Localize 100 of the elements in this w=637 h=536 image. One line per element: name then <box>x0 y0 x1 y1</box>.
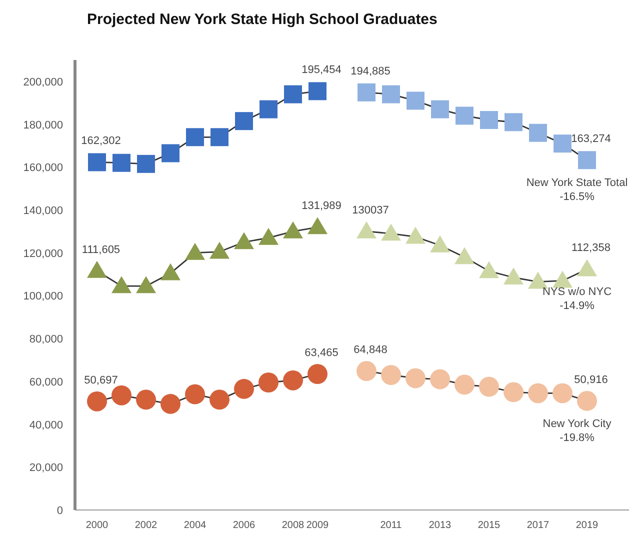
data-label: 130037 <box>352 204 389 216</box>
point <box>454 247 474 264</box>
x-tick-label: 2009 <box>306 520 330 531</box>
annotation: -16.5% <box>560 191 595 204</box>
point <box>431 100 449 118</box>
annotation: -19.8% <box>560 432 595 444</box>
point <box>381 365 401 385</box>
point <box>430 369 450 390</box>
point <box>160 394 180 414</box>
point <box>406 226 426 244</box>
point <box>87 391 107 412</box>
point <box>162 144 180 162</box>
point <box>529 124 547 142</box>
point <box>479 261 499 278</box>
point <box>185 242 205 260</box>
point <box>356 361 376 382</box>
point <box>456 106 474 125</box>
data-label: 112,358 <box>572 242 610 254</box>
y-tick-label: 140,000 <box>23 205 63 217</box>
point <box>356 221 376 238</box>
point <box>358 83 376 102</box>
y-tick-label: 40,000 <box>29 419 63 432</box>
data-label: 162,302 <box>81 135 121 148</box>
point <box>112 154 130 172</box>
point <box>136 390 156 410</box>
y-tick-label: 180,000 <box>23 119 63 132</box>
y-tick-label: 0 <box>56 505 63 517</box>
point <box>479 376 499 397</box>
point <box>578 151 596 170</box>
point <box>528 272 548 289</box>
point <box>112 276 132 294</box>
point <box>454 374 474 395</box>
annotation: -14.9% <box>560 300 595 312</box>
x-tick-label: 2013 <box>428 520 452 531</box>
point <box>382 85 400 104</box>
point <box>87 260 107 278</box>
y-tick-label: 60,000 <box>29 376 63 388</box>
point <box>577 259 597 276</box>
point <box>284 85 302 104</box>
x-tick-label: 2002 <box>134 520 158 531</box>
x-tick-label: 2019 <box>576 520 599 531</box>
point <box>210 390 230 410</box>
point <box>283 221 303 238</box>
data-label: 163,274 <box>571 133 611 146</box>
point <box>552 270 572 288</box>
y-tick-label: 80,000 <box>29 334 63 346</box>
point <box>258 372 278 392</box>
point <box>160 263 180 280</box>
point <box>258 228 278 245</box>
y-tick-label: 20,000 <box>29 462 63 474</box>
y-tick-label: 100,000 <box>23 290 63 303</box>
x-tick-label: 2006 <box>232 520 256 531</box>
point <box>234 232 254 250</box>
point <box>112 385 132 406</box>
point <box>406 368 426 388</box>
point <box>406 92 424 110</box>
point <box>504 382 524 402</box>
data-label: 63,465 <box>304 347 338 360</box>
point <box>234 378 254 399</box>
data-label: 194,885 <box>350 65 390 78</box>
point <box>210 128 228 146</box>
data-label: 50,916 <box>574 374 608 386</box>
y-tick-label: 120,000 <box>23 248 63 260</box>
point <box>552 383 572 404</box>
point <box>528 383 548 404</box>
point <box>308 217 328 234</box>
data-label: 111,605 <box>82 244 120 256</box>
series-label: New York State Total <box>526 177 628 190</box>
data-label: 50,697 <box>84 374 118 386</box>
point <box>88 153 106 172</box>
point <box>186 128 204 146</box>
y-tick-label: 200,000 <box>23 76 63 88</box>
point <box>480 111 498 129</box>
series-label: New York City <box>542 418 612 430</box>
data-label: 131,989 <box>302 200 342 212</box>
point <box>136 276 156 294</box>
x-tick-label: 2015 <box>478 520 501 531</box>
x-tick-label: 2011 <box>380 520 402 531</box>
point <box>283 370 303 390</box>
point <box>235 112 253 130</box>
point <box>554 134 572 153</box>
point <box>504 268 524 284</box>
series-label: NYS w/o NYC <box>542 286 612 298</box>
point <box>381 224 401 241</box>
point <box>210 242 230 259</box>
data-label: 64,848 <box>354 344 388 356</box>
point <box>260 100 278 118</box>
y-tick-label: 160,000 <box>23 162 63 174</box>
x-tick-label: 2000 <box>86 520 109 531</box>
x-tick-label: 2017 <box>526 520 550 531</box>
x-tick-label: 2004 <box>184 520 207 531</box>
point <box>137 154 155 173</box>
point <box>430 235 450 252</box>
point <box>308 82 326 100</box>
point <box>577 390 597 411</box>
chart-title: Projected New York State High School Graduates <box>87 11 438 28</box>
point <box>185 384 205 404</box>
point <box>504 113 522 132</box>
data-label: 195,454 <box>302 64 342 76</box>
x-tick-label: 2008 <box>282 520 305 531</box>
